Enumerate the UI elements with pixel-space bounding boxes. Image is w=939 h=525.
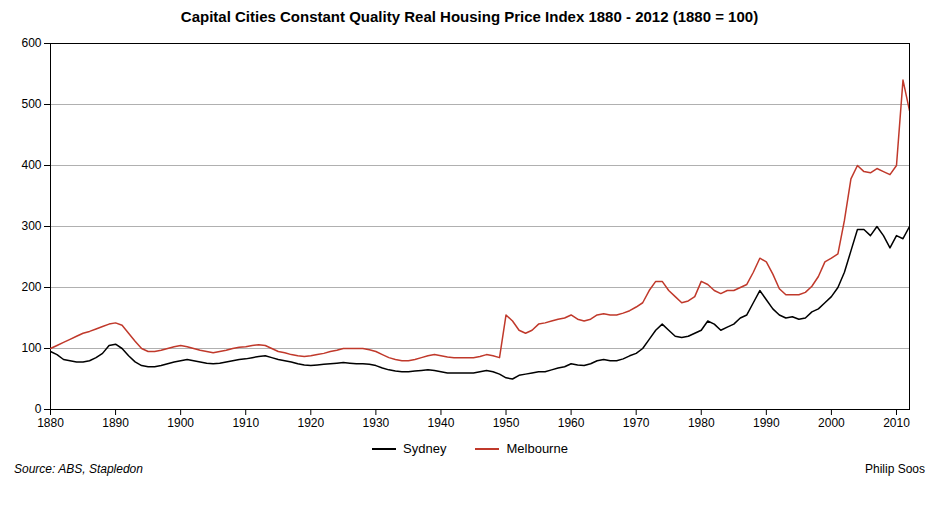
svg-text:300: 300 [21,219,41,233]
svg-text:1920: 1920 [297,416,324,430]
html-text:Philip Soos: Philip Soos [865,462,925,476]
svg-text:400: 400 [21,158,41,172]
svg-text:100: 100 [21,341,41,355]
svg-text:1890: 1890 [102,416,129,430]
html-text:Source: ABS, Stapledon: Source: ABS, Stapledon [14,462,143,476]
html-text:Melbourne: Melbourne [506,441,568,456]
html-text:Capital Cities Constant Qualit: Capital Cities Constant Quality Real Hou… [180,8,759,25]
svg-text:0: 0 [35,402,42,416]
svg-text:1900: 1900 [167,416,194,430]
svg-text:500: 500 [21,97,41,111]
svg-text:1880: 1880 [37,416,64,430]
svg-text:2000: 2000 [818,416,845,430]
svg-text:1990: 1990 [753,416,780,430]
svg-text:1930: 1930 [363,416,390,430]
svg-text:1980: 1980 [688,416,715,430]
svg-text:1960: 1960 [558,416,585,430]
svg-text:1940: 1940 [428,416,455,430]
svg-text:1910: 1910 [232,416,259,430]
svg-text:200: 200 [21,280,41,294]
svg-text:1970: 1970 [623,416,650,430]
svg-text:600: 600 [21,36,41,50]
svg-text:1950: 1950 [493,416,520,430]
html-text:Sydney: Sydney [403,441,447,456]
svg-text:2010: 2010 [883,416,910,430]
